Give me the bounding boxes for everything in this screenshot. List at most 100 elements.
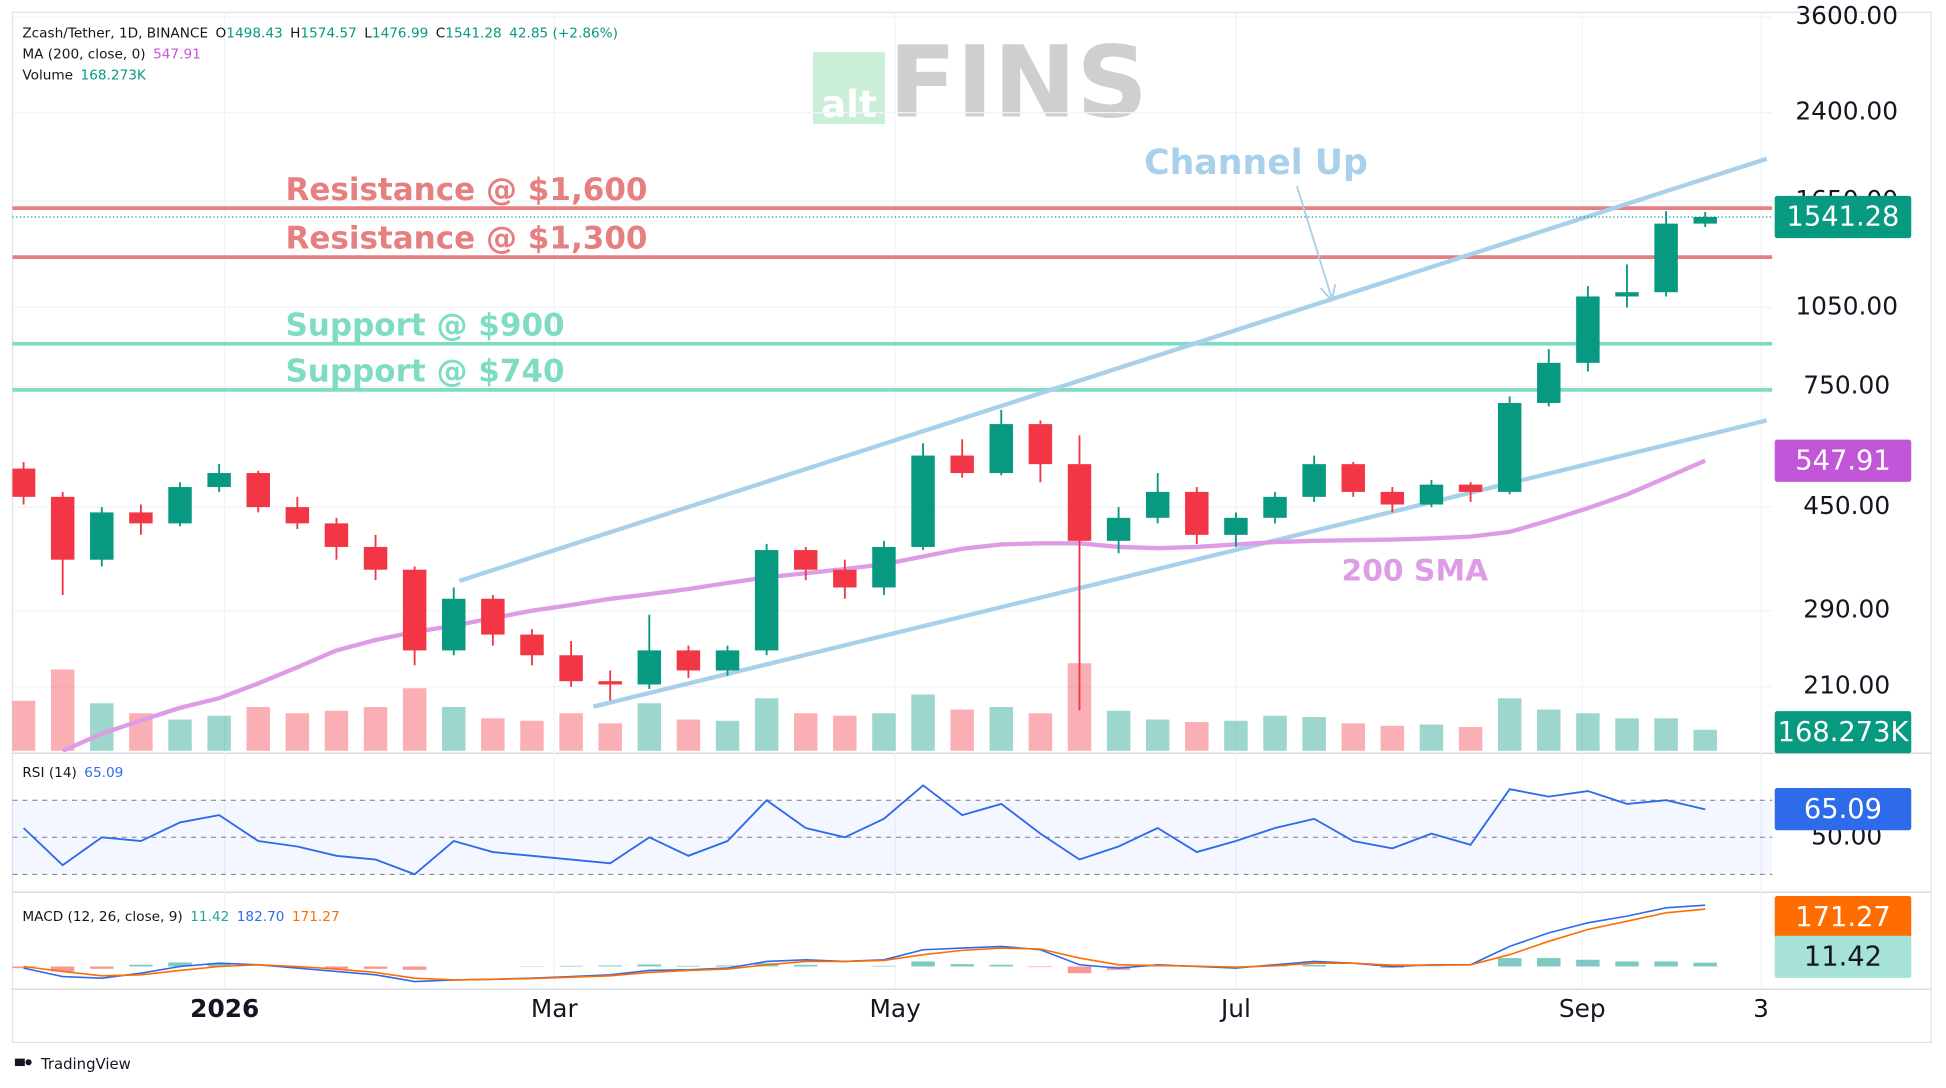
legend-item: L xyxy=(364,26,372,42)
price-badge-label: 171.27 xyxy=(1795,902,1891,933)
price-badge xyxy=(1774,896,1912,939)
candle-body xyxy=(1654,223,1678,293)
legend-item: 182.70 xyxy=(237,909,285,925)
volume-bar xyxy=(754,698,779,751)
candle-body xyxy=(911,455,935,547)
candle-body xyxy=(1615,292,1639,297)
volume-bar xyxy=(911,694,935,751)
legend-line: MA (200, close, 0) 547.91 xyxy=(22,47,200,63)
candle-body xyxy=(950,455,974,474)
macd-histogram-bar xyxy=(363,966,388,969)
volume-bar xyxy=(676,719,701,751)
volume-bar xyxy=(1654,718,1678,751)
volume-bar xyxy=(598,723,622,751)
candle-body xyxy=(1419,484,1444,505)
legend-item: O xyxy=(216,26,227,42)
level-label: Support @ $900 xyxy=(285,307,564,343)
volume-bar xyxy=(1537,709,1561,751)
candle-body xyxy=(207,473,231,488)
candle-body xyxy=(833,569,857,588)
candle-body xyxy=(129,512,153,524)
macd-histogram-bar xyxy=(715,965,740,967)
macd-histogram-bar xyxy=(1028,966,1053,968)
candle-body xyxy=(754,550,779,651)
volume-bar xyxy=(246,707,270,751)
macd-histogram-bar xyxy=(1693,962,1717,967)
volume-bar xyxy=(1224,720,1248,751)
y-tick-label: 210.00 xyxy=(1803,671,1890,700)
macd-histogram-bar xyxy=(1497,958,1522,967)
legend-item: 1541.28 xyxy=(445,26,501,42)
candle-body xyxy=(1145,491,1170,518)
macd-histogram-bar xyxy=(794,964,818,967)
volume-bar xyxy=(1419,724,1444,751)
legend-line: Zcash/Tether, 1D, BINANCE O1498.43 H1574.5… xyxy=(22,26,618,42)
volume-bar xyxy=(1263,715,1287,751)
candle-body xyxy=(1537,362,1561,403)
branding: TradingView xyxy=(14,1055,131,1073)
y-tick-label: 290.00 xyxy=(1803,595,1890,624)
legend-item: 1574.57 xyxy=(300,26,356,42)
legend-item: MACD (12, 26, close, 9) xyxy=(22,909,182,925)
candle-body xyxy=(12,468,36,497)
candle-body xyxy=(559,655,583,682)
candle-body xyxy=(598,681,622,685)
volume-bar xyxy=(168,719,192,751)
macd-histogram-bar xyxy=(559,965,583,967)
price-badge xyxy=(1774,788,1912,831)
volume-bar xyxy=(715,720,740,751)
candle-body xyxy=(1224,517,1248,535)
volume-bar xyxy=(1341,723,1365,751)
logo xyxy=(14,1058,25,1067)
x-tick-label: 2026 xyxy=(190,994,259,1023)
candle-body xyxy=(637,650,662,685)
volume-bar xyxy=(950,709,974,751)
candle-body xyxy=(363,546,388,570)
legend-line: MACD (12, 26, close, 9) 11.42 182.70 171.27 xyxy=(22,909,339,925)
legend-item: RSI (14) xyxy=(22,765,77,781)
candle-body xyxy=(1341,464,1365,492)
x-tick-label: Jul xyxy=(1219,994,1251,1023)
volume-bar xyxy=(481,718,505,751)
volume-bar xyxy=(1302,717,1326,751)
candle-body xyxy=(520,634,544,656)
candle-body xyxy=(1106,517,1131,541)
volume-bar xyxy=(442,707,466,751)
volume-bar xyxy=(402,688,427,751)
macd-histogram-bar xyxy=(1302,964,1326,967)
macd-histogram-bar xyxy=(911,961,935,967)
legend-item: 1476.99 xyxy=(372,26,428,42)
candle-body xyxy=(1576,296,1600,363)
macd-histogram-bar xyxy=(1067,966,1092,974)
macd-histogram-bar xyxy=(129,964,153,967)
candle-body xyxy=(90,512,114,560)
y-tick-label: 750.00 xyxy=(1803,371,1890,400)
y-tick-label: 3600.00 xyxy=(1795,1,1898,30)
candle-body xyxy=(872,546,896,588)
watermark-left: alt xyxy=(821,82,877,126)
x-tick-label: 3 xyxy=(1753,994,1769,1023)
candle-body xyxy=(324,523,349,547)
macd-histogram-bar xyxy=(90,966,114,969)
macd-histogram-bar xyxy=(50,966,75,972)
y-tick-label: 450.00 xyxy=(1803,491,1890,520)
legend-item: 42.85 (+2.86%) xyxy=(509,26,618,42)
y-tick-label: 2400.00 xyxy=(1795,97,1898,126)
volume-bar xyxy=(794,713,818,751)
candle-body xyxy=(1263,496,1287,518)
legend-item: Volume xyxy=(22,68,73,84)
legend-item: MA (200, close, 0) xyxy=(22,47,145,63)
candle-body xyxy=(1380,491,1405,505)
legend-item: 65.09 xyxy=(84,765,123,781)
legend-item: Zcash/Tether, 1D, BINANCE xyxy=(22,26,208,42)
price-badge-label: 547.91 xyxy=(1795,445,1891,476)
volume-bar xyxy=(324,710,349,751)
volume-bar xyxy=(833,715,857,751)
volume-bar xyxy=(363,707,388,751)
volume-bar xyxy=(559,713,583,751)
volume-bar xyxy=(50,669,75,751)
macd-histogram-bar xyxy=(989,964,1014,967)
volume-bar xyxy=(285,713,310,751)
volume-bar xyxy=(1185,722,1209,751)
legend-item: 1498.43 xyxy=(226,26,282,42)
